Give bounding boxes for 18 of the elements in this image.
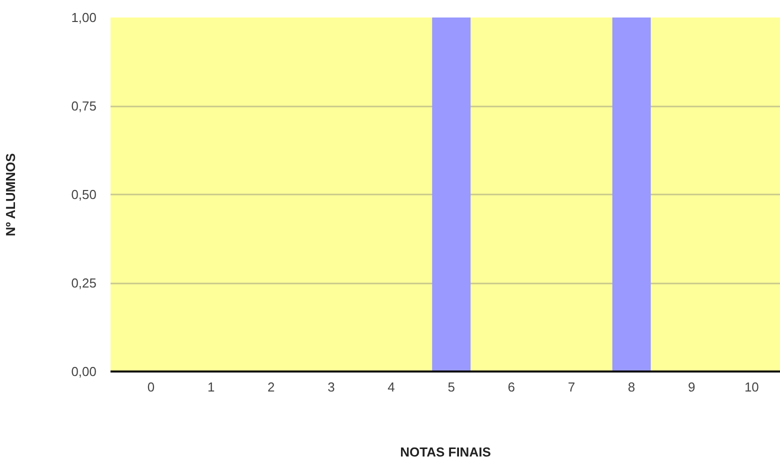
y-axis-title: Nº ALUMNOS bbox=[3, 152, 18, 236]
x-tick-label: 7 bbox=[568, 380, 576, 394]
y-tick-label: 0,00 bbox=[71, 364, 97, 379]
x-tick-label: 10 bbox=[744, 380, 759, 394]
x-tick-label: 9 bbox=[688, 380, 696, 394]
x-tick-label: 5 bbox=[448, 380, 455, 394]
y-tick-label: 1,00 bbox=[71, 10, 97, 25]
x-axis-title: NOTAS FINAIS bbox=[400, 444, 492, 460]
x-tick-label: 4 bbox=[388, 380, 395, 394]
x-tick-label: 3 bbox=[328, 380, 335, 394]
x-tick-label: 0 bbox=[147, 380, 155, 394]
x-tick-label: 8 bbox=[628, 380, 636, 394]
x-tick-label: 2 bbox=[268, 380, 275, 394]
y-tick-label: 0,25 bbox=[71, 276, 97, 290]
y-tick-label: 0,75 bbox=[71, 98, 97, 114]
y-tick-label: 0,50 bbox=[71, 187, 97, 202]
x-tick-label: 1 bbox=[207, 380, 215, 394]
x-tick-label: 6 bbox=[508, 380, 516, 394]
